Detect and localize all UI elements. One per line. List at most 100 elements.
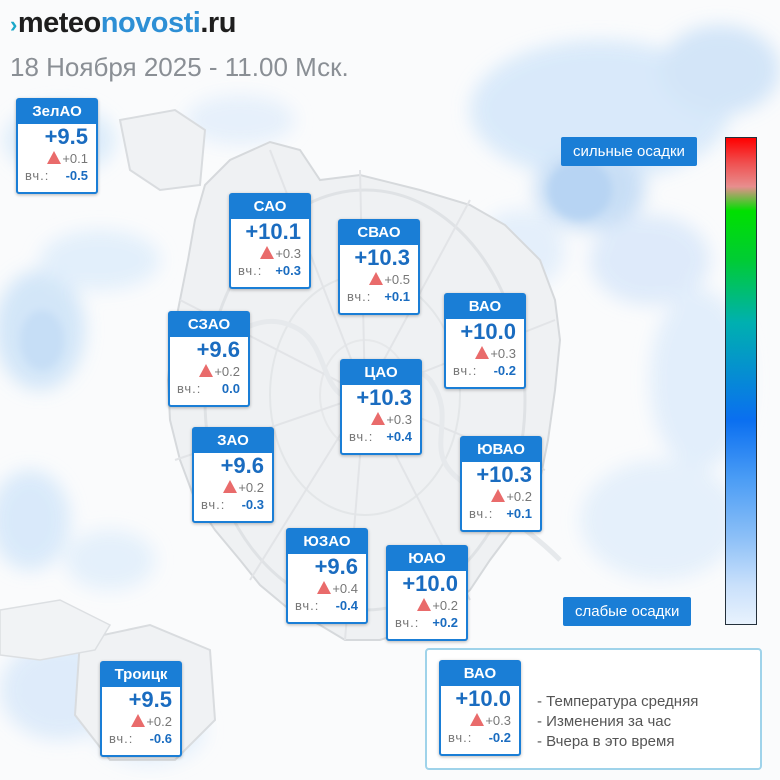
yesterday-value: +0.4: [386, 429, 412, 444]
hourly-change: +0.2: [102, 713, 180, 730]
precip-heavy-label: сильные осадки: [561, 137, 697, 166]
district-name: СВАО: [340, 221, 418, 245]
increase-triangle-icon: [475, 346, 490, 359]
hourly-change: +0.2: [194, 479, 272, 496]
hourly-change: +0.1: [18, 150, 96, 167]
hourly-change-value: +0.3: [490, 346, 516, 361]
yesterday-value: -0.2: [488, 730, 511, 745]
district-name: ЗАО: [194, 429, 272, 453]
district-card-sao: САО +10.1 +0.3 вч.: +0.3: [229, 193, 311, 289]
district-name: ВАО: [441, 662, 519, 686]
hourly-change: +0.3: [441, 712, 519, 729]
increase-triangle-icon: [199, 364, 214, 377]
yesterday-row: вч.: 0.0: [170, 380, 248, 398]
district-temperature: +9.6: [314, 554, 358, 579]
legend-descriptions: - Температура средняя - Изменения за час…: [537, 692, 698, 752]
hourly-change: +0.3: [342, 411, 420, 428]
logo-part-tld: .ru: [200, 7, 236, 39]
yesterday-row: вч.: -0.3: [194, 496, 272, 514]
yesterday-value: +0.3: [275, 263, 301, 278]
district-name: Троицк: [102, 663, 180, 687]
yesterday-value: 0.0: [221, 381, 240, 396]
yesterday-row: вч.: +0.1: [462, 505, 540, 523]
hourly-change-value: +0.4: [332, 581, 358, 596]
district-card-vao: ВАО +10.0 +0.3 вч.: -0.2: [444, 293, 526, 389]
district-temperature: +10.1: [245, 219, 301, 244]
district-temperature: +10.3: [476, 462, 532, 487]
legend-sample-card: ВАО +10.0 +0.3 вч.: -0.2: [439, 660, 521, 756]
yesterday-value: +0.1: [384, 289, 410, 304]
increase-triangle-icon: [491, 489, 506, 502]
increase-triangle-icon: [470, 713, 485, 726]
yesterday-label: вч.:: [469, 506, 494, 521]
yesterday-row: вч.: -0.2: [446, 362, 524, 380]
hourly-change: +0.5: [340, 271, 418, 288]
district-card-szao: СЗАО +9.6 +0.2 вч.: 0.0: [168, 311, 250, 407]
hourly-change: +0.2: [462, 488, 540, 505]
precip-intensity-scale: [725, 137, 757, 625]
district-name: ЮАО: [388, 547, 466, 571]
hourly-change-value: +0.2: [238, 480, 264, 495]
logo-part-novosti: novosti: [100, 7, 201, 39]
increase-triangle-icon: [369, 272, 384, 285]
logo-part-meteo: meteo: [17, 7, 101, 39]
district-temperature: +10.3: [356, 385, 412, 410]
site-logo[interactable]: ›meteonovosti.ru: [10, 6, 236, 42]
yesterday-row: вч.: -0.6: [102, 730, 180, 748]
district-card-zao: ЗАО +9.6 +0.2 вч.: -0.3: [192, 427, 274, 523]
hourly-change-value: +0.1: [62, 151, 88, 166]
hourly-change-value: +0.5: [384, 272, 410, 287]
district-name: ЮВАО: [462, 438, 540, 462]
yesterday-value: -0.5: [65, 168, 88, 183]
yesterday-value: -0.4: [335, 598, 358, 613]
increase-triangle-icon: [223, 480, 238, 493]
increase-triangle-icon: [47, 151, 62, 164]
hourly-change: +0.4: [288, 580, 366, 597]
yesterday-row: вч.: +0.4: [342, 428, 420, 446]
yesterday-value: -0.2: [493, 363, 516, 378]
legend-line-hourly-change: - Изменения за час: [537, 713, 672, 730]
yesterday-label: вч.:: [448, 730, 473, 745]
increase-triangle-icon: [260, 246, 275, 259]
logo-mark-icon: ›: [10, 12, 17, 37]
district-temperature: +10.3: [354, 245, 410, 270]
hourly-change-value: +0.2: [146, 714, 172, 729]
district-temperature: +9.6: [196, 337, 240, 362]
yesterday-label: вч.:: [347, 289, 372, 304]
district-card-troitsk: Троицк +9.5 +0.2 вч.: -0.6: [100, 661, 182, 757]
hourly-change: +0.2: [170, 363, 248, 380]
yesterday-value: +0.1: [506, 506, 532, 521]
yesterday-label: вч.:: [177, 381, 202, 396]
district-card-yuzao: ЮЗАО +9.6 +0.4 вч.: -0.4: [286, 528, 368, 624]
hourly-change: +0.3: [446, 345, 524, 362]
district-temperature: +10.0: [402, 571, 458, 596]
hourly-change-value: +0.3: [386, 412, 412, 427]
yesterday-row: вч.: -0.2: [441, 729, 519, 747]
legend-box: ВАО +10.0 +0.3 вч.: -0.2 - Температура ср…: [425, 648, 762, 770]
hourly-change-value: +0.3: [275, 246, 301, 261]
yesterday-label: вч.:: [201, 497, 226, 512]
report-date-time: 18 Ноября 2025 - 11.00 Мск.: [10, 52, 349, 82]
yesterday-label: вч.:: [25, 168, 50, 183]
yesterday-value: +0.2: [432, 615, 458, 630]
district-name: ЮЗАО: [288, 530, 366, 554]
district-name: ВАО: [446, 295, 524, 319]
district-name: ЦАО: [342, 361, 420, 385]
yesterday-label: вч.:: [349, 429, 374, 444]
hourly-change-value: +0.3: [485, 713, 511, 728]
district-card-yuao: ЮАО +10.0 +0.2 вч.: +0.2: [386, 545, 468, 641]
hourly-change-value: +0.2: [214, 364, 240, 379]
hourly-change: +0.2: [388, 597, 466, 614]
yesterday-label: вч.:: [295, 598, 320, 613]
yesterday-label: вч.:: [395, 615, 420, 630]
hourly-change-value: +0.2: [506, 489, 532, 504]
yesterday-row: вч.: -0.5: [18, 167, 96, 185]
yesterday-value: -0.6: [149, 731, 172, 746]
district-temperature: +10.0: [460, 319, 516, 344]
district-name: ЗелАО: [18, 100, 96, 124]
legend-line-average-temperature: - Температура средняя: [537, 693, 699, 710]
yesterday-label: вч.:: [238, 263, 263, 278]
yesterday-value: -0.3: [241, 497, 264, 512]
district-card-yuvao: ЮВАО +10.3 +0.2 вч.: +0.1: [460, 436, 542, 532]
yesterday-label: вч.:: [453, 363, 478, 378]
